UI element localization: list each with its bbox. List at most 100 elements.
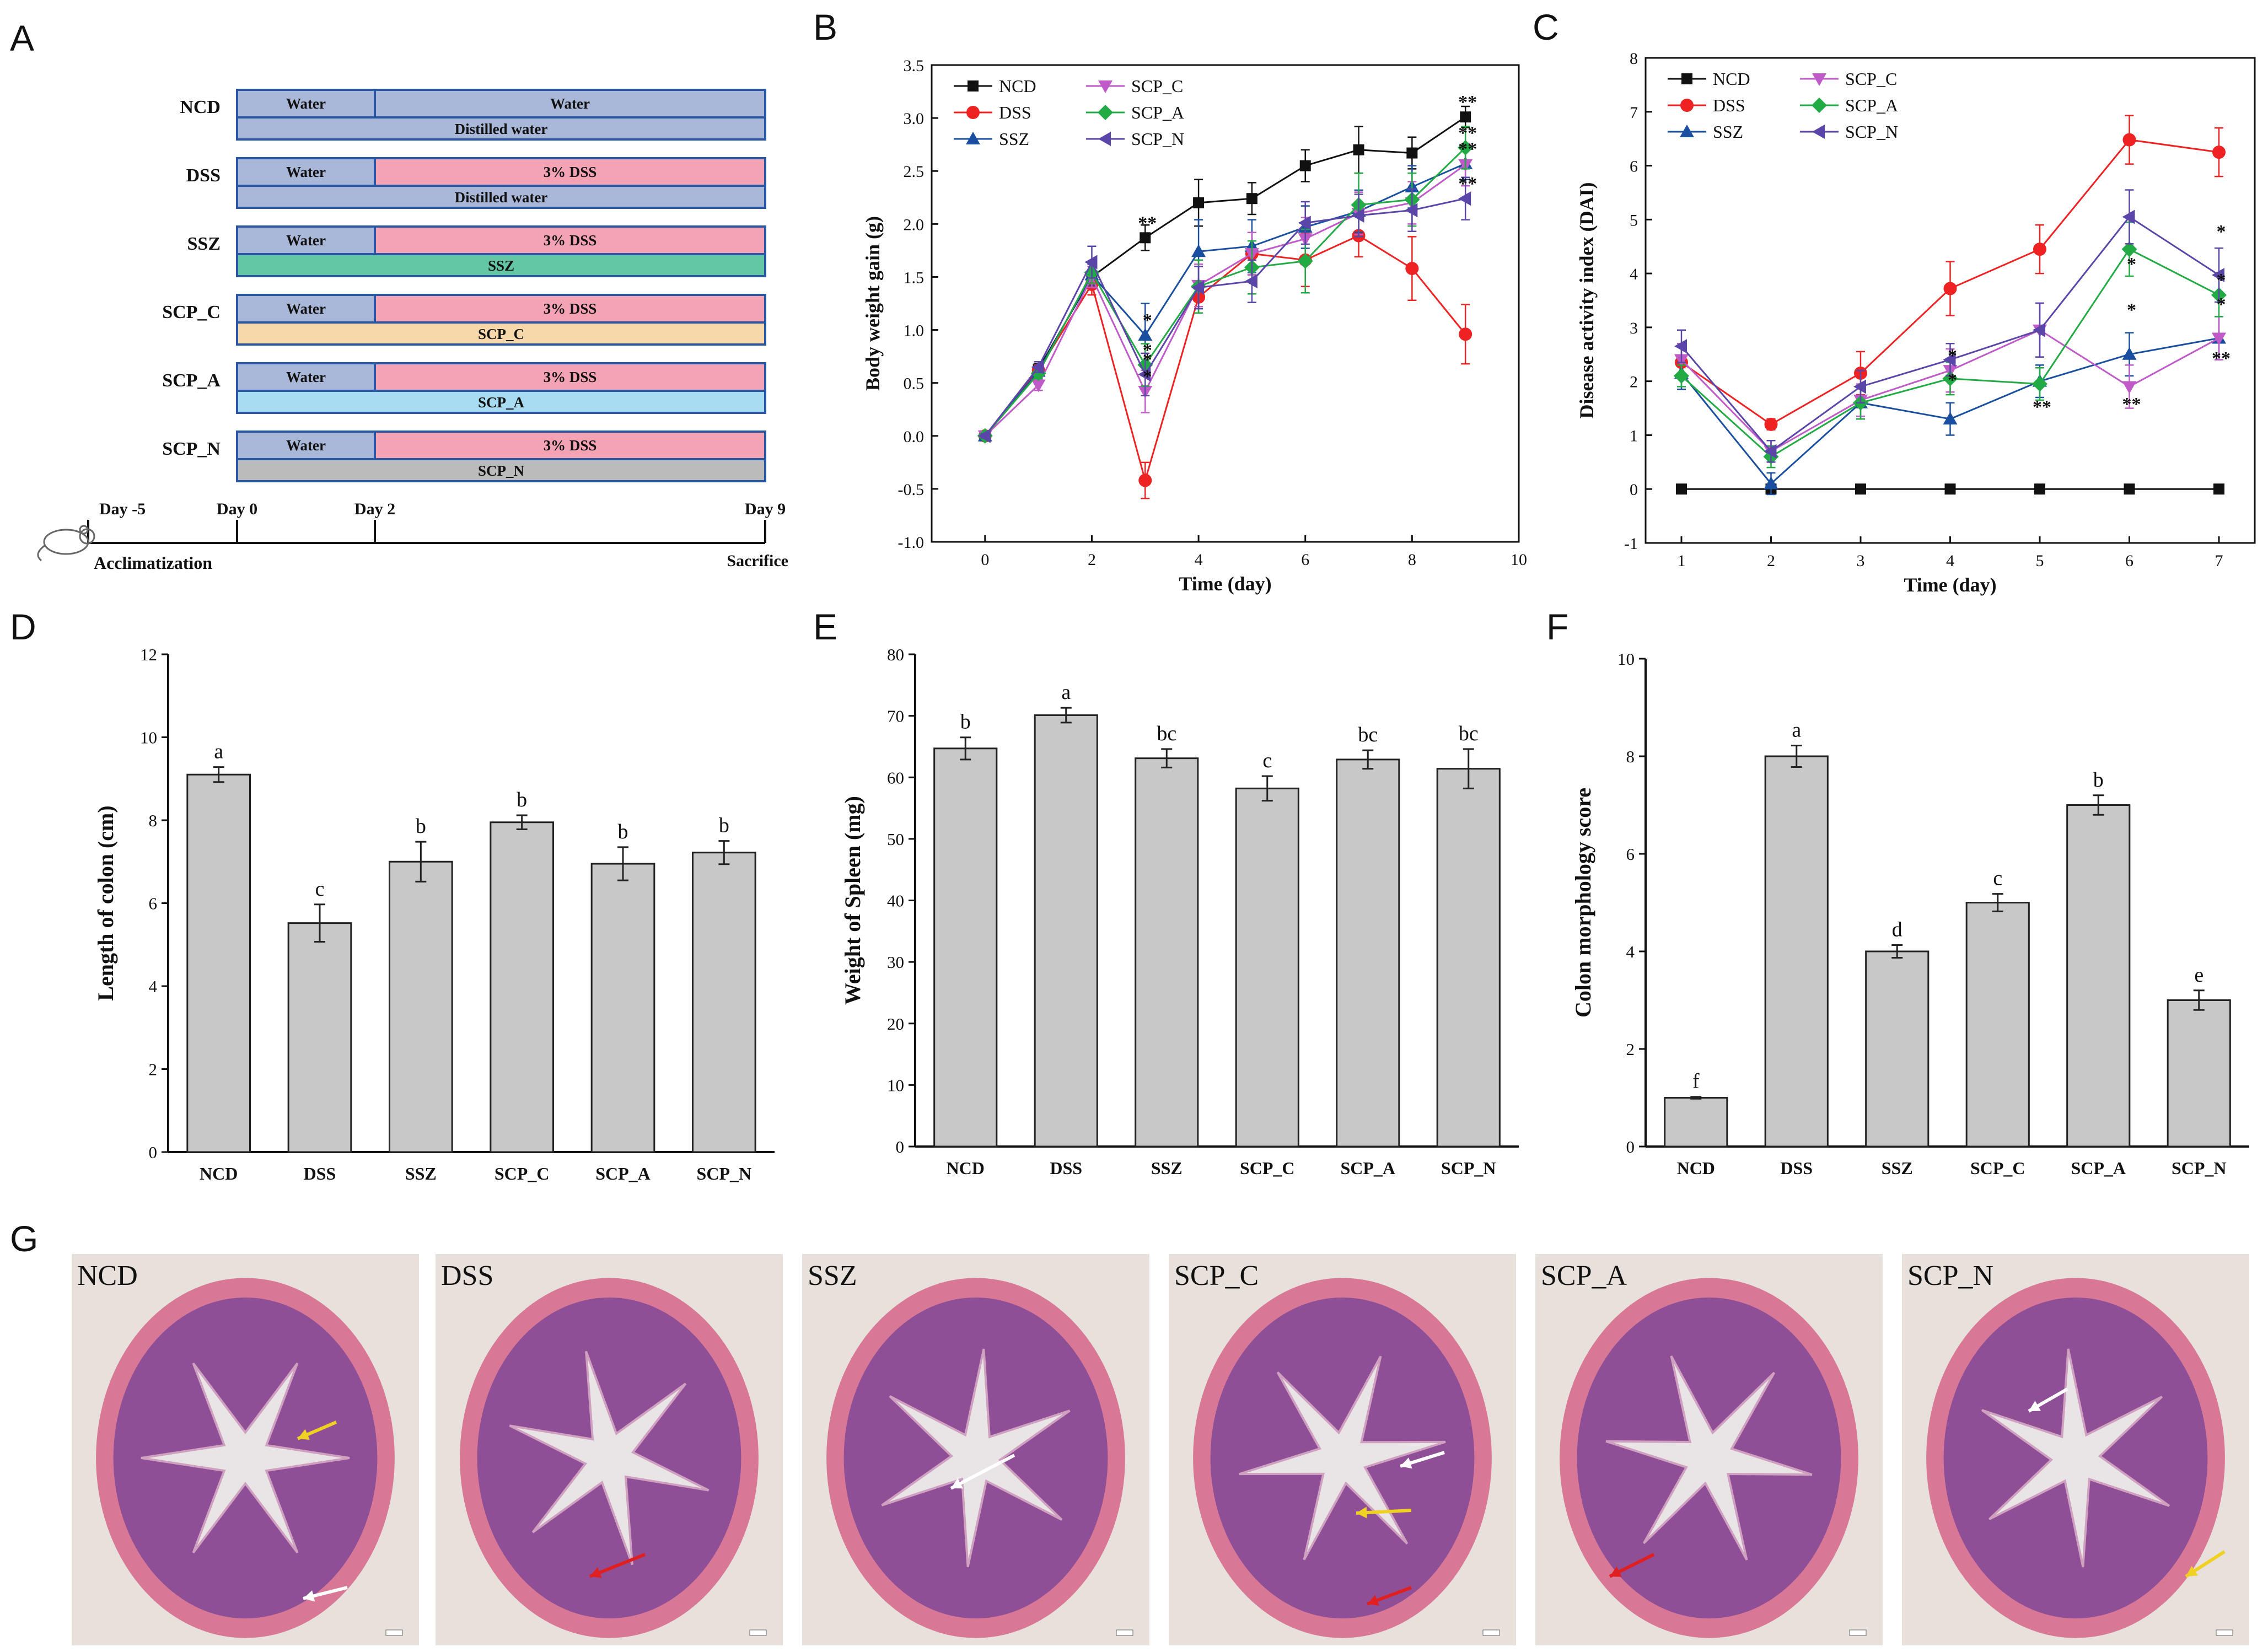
x-tick-label: SCP_A <box>2071 1158 2126 1178</box>
significance-letter: b <box>416 815 426 838</box>
arrow-head <box>303 1590 315 1602</box>
gavage-bar <box>236 390 766 414</box>
panel-label-g: G <box>10 1218 38 1259</box>
bar-dss <box>1034 714 1098 1148</box>
significance-letter: f <box>1692 1070 1700 1093</box>
significance-letter: a <box>1792 719 1801 742</box>
image-label: SCP_A <box>1541 1260 1627 1292</box>
marker <box>1680 125 1694 137</box>
significance-mark: * <box>1143 310 1152 331</box>
y-tick-label: 6 <box>1630 158 1638 176</box>
marker <box>1812 125 1825 139</box>
panel-e-spleen-weight-chart: 0 10 20 30 40 50 60 70 80 Weight of Spleen (mg) b N… <box>840 645 1519 1178</box>
gavage-label: Distilled water <box>455 121 548 137</box>
series-line <box>984 197 1466 437</box>
panel-label-d: D <box>10 606 36 647</box>
image-label: SCP_N <box>1907 1260 1993 1292</box>
arrow-icon <box>589 1553 646 1578</box>
scale-bar <box>2216 1629 2233 1636</box>
bar-ncd <box>186 773 251 1153</box>
y-tick-label: 0 <box>896 1137 905 1156</box>
marker <box>1943 352 1956 367</box>
group-label: DSS <box>186 165 221 186</box>
bar-ssz <box>389 860 453 1153</box>
significance-letter: a <box>1061 681 1071 704</box>
x-tick-label: DSS <box>1780 1158 1813 1178</box>
x-tick-label: 3 <box>1857 552 1865 570</box>
phase-bar-water <box>236 294 376 324</box>
series-line <box>984 163 1466 437</box>
group-label: SCP_C <box>162 302 221 322</box>
marker <box>1405 262 1419 276</box>
x-tick-label: 2 <box>1767 552 1775 570</box>
series-scp-n <box>977 176 1471 443</box>
group-label: SCP_N <box>162 439 221 459</box>
marker <box>1191 280 1205 295</box>
marker <box>2122 133 2136 147</box>
y-tick-label: 2.5 <box>904 163 925 181</box>
y-tick-label: -1 <box>1624 535 1638 553</box>
arrow-head <box>2029 1401 2041 1411</box>
arrow-head <box>1367 1595 1379 1606</box>
mouse-tail <box>37 544 46 562</box>
group-label: NCD <box>180 97 221 117</box>
legend-label: SCP_N <box>1131 129 1184 149</box>
marker <box>1458 139 1474 155</box>
x-tick-label: 8 <box>1408 551 1416 569</box>
arrow-head <box>590 1567 602 1578</box>
marker <box>1458 191 1471 206</box>
phase-label: 3% DSS <box>544 369 597 385</box>
series-scp-c <box>977 142 1473 443</box>
significance-mark: * <box>1948 346 1957 366</box>
marker <box>1676 483 1687 495</box>
marker <box>1812 98 1827 113</box>
series-line <box>984 164 1466 437</box>
panel-label-a: A <box>10 18 34 58</box>
x-tick-label: SCP_N <box>1441 1158 1496 1178</box>
image-label: SSZ <box>808 1260 857 1292</box>
significance-letter: b <box>517 788 527 811</box>
bar-scp-n <box>2167 999 2231 1148</box>
marker <box>1459 327 1472 341</box>
marker <box>2122 347 2137 360</box>
scale-bar <box>749 1629 767 1636</box>
y-axis-title: Length of colon (cm) <box>93 805 118 1000</box>
x-tick-label: 4 <box>1946 552 1954 570</box>
x-tick-label: 10 <box>1511 551 1527 569</box>
bar-scp-c <box>490 821 554 1153</box>
legend-label: SCP_A <box>1131 103 1184 122</box>
marker <box>1853 379 1866 394</box>
marker <box>1244 274 1257 289</box>
marker <box>1138 328 1153 341</box>
histology-image-ssz: SSZ <box>802 1254 1149 1645</box>
group-label: SSZ <box>187 234 221 254</box>
tissue-lumen <box>881 1348 1071 1568</box>
x-tick-label: 6 <box>2125 552 2133 570</box>
tissue-lumen <box>1239 1355 1446 1560</box>
x-tick-label: DSS <box>304 1164 336 1183</box>
marker <box>2212 332 2226 346</box>
series-line <box>984 147 1466 437</box>
series-ncd <box>1676 483 2224 495</box>
timeline-day-label: Day 2 <box>354 500 395 518</box>
marker <box>1943 282 1957 295</box>
marker <box>1674 368 1689 384</box>
histology-image-scp-a: SCP_A <box>1535 1254 1883 1645</box>
gavage-bar <box>236 185 766 209</box>
x-tick-label: 6 <box>1301 551 1309 569</box>
significance-mark: ** <box>1458 123 1477 143</box>
marker <box>2122 381 2137 394</box>
timeline-day-label: Day 0 <box>217 500 257 518</box>
x-tick-label: 2 <box>1088 551 1096 569</box>
marker <box>1353 144 1364 155</box>
y-tick-label: 8 <box>1630 50 1638 68</box>
y-axis-title: Body weight gain (g) <box>862 216 884 391</box>
marker <box>1812 73 1826 86</box>
x-tick-label: SSZ <box>1882 1158 1913 1178</box>
x-tick-label: 7 <box>2215 552 2223 570</box>
gavage-label: SCP_A <box>478 394 525 411</box>
bar-scp-a <box>2066 804 2131 1148</box>
mouse-ear <box>79 525 89 535</box>
panel-b-body-weight-chart: -1.0 -0.5 0.0 0.5 1.0 1.5 2.0 2.5 3.0 3.5 0 2 4 6 8 10 T… <box>862 57 1527 595</box>
y-tick-label: 1.5 <box>904 268 925 287</box>
